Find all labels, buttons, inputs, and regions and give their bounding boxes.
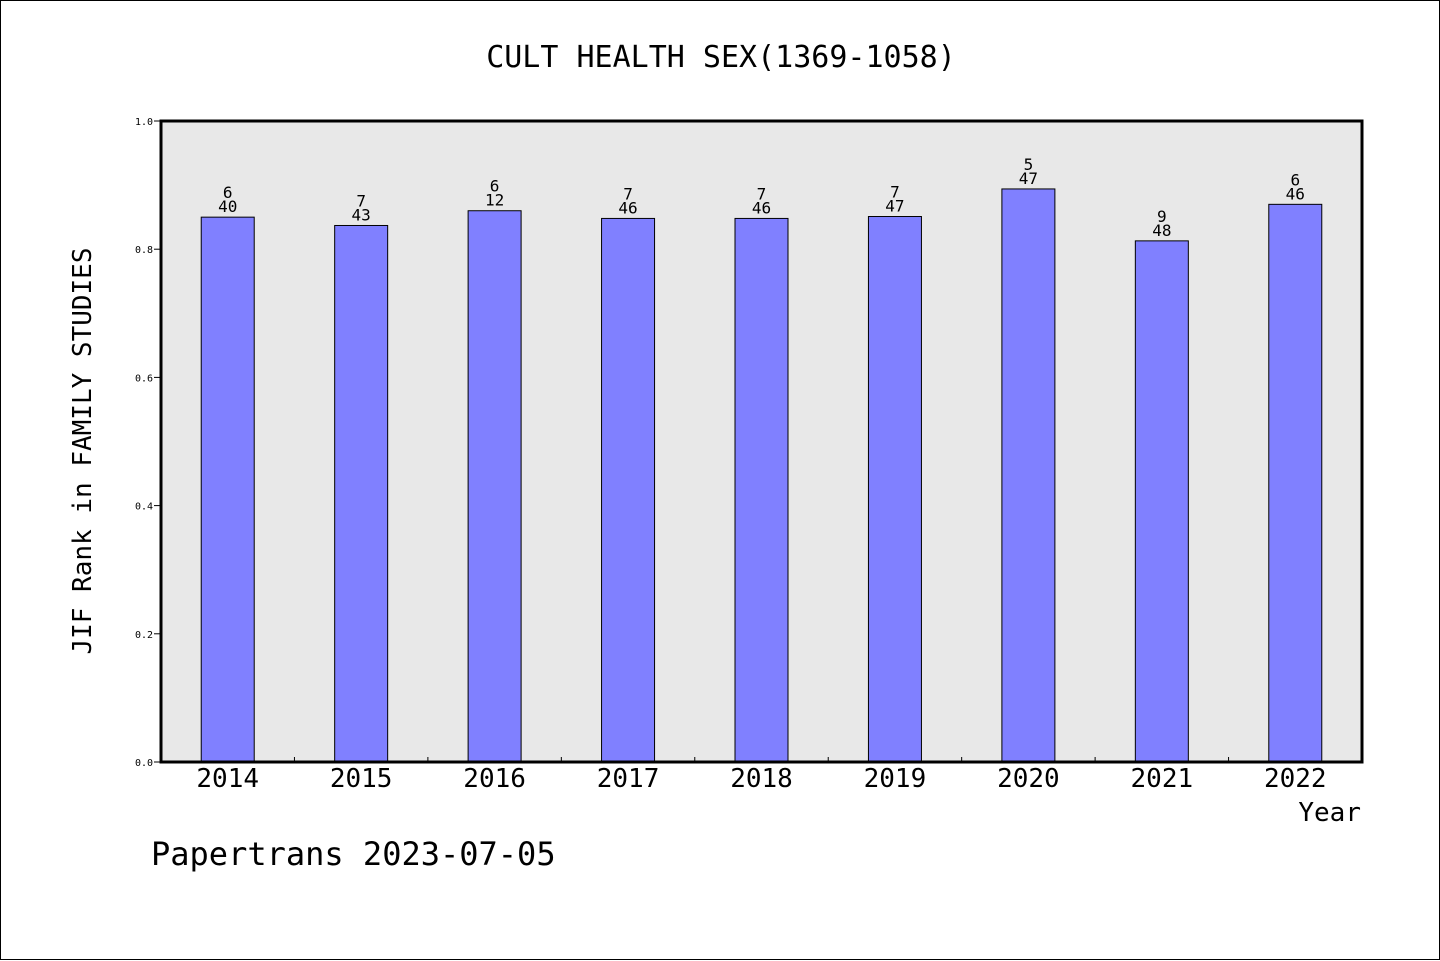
bar-rank-label: 5 [1024, 155, 1034, 174]
bar-2015 [334, 224, 389, 763]
x-tick-label: 2019 [864, 764, 927, 794]
y-tick-label: 0.2 [135, 630, 153, 641]
bar-2016 [467, 210, 522, 763]
bar-total-label: 47 [1019, 169, 1038, 188]
bar-total-label: 46 [618, 198, 637, 217]
bar-total-label: 47 [885, 197, 904, 216]
x-tick-label: 2022 [1264, 764, 1327, 794]
x-tick-label: 2017 [597, 764, 660, 794]
plot-border [159, 119, 1364, 764]
x-tick-label: 2016 [463, 764, 526, 794]
bar-2021 [1134, 240, 1189, 763]
bar-2022 [1268, 203, 1323, 763]
bar-total-label: 12 [485, 191, 504, 210]
y-tick-label: 0.4 [135, 502, 153, 513]
bar-rank-label: 7 [757, 184, 767, 203]
bar-2020 [1001, 188, 1056, 763]
bar-rank-label: 6 [490, 177, 500, 196]
y-axis-title: JIF Rank in FAMILY STUDIES [68, 248, 98, 655]
x-tick-label: 2015 [330, 764, 393, 794]
bar-2019 [867, 216, 922, 763]
chart-title: CULT HEALTH SEX(1369-1058) [486, 40, 956, 75]
bar-rank-label: 9 [1157, 207, 1167, 226]
bar-rank-label: 6 [223, 183, 233, 202]
x-tick-label: 2014 [196, 764, 259, 794]
footer-note: Papertrans 2023-07-05 [151, 835, 556, 873]
bar-rank-label: 7 [356, 191, 366, 210]
bar-2014 [200, 216, 255, 763]
bar-rank-label: 7 [890, 183, 900, 202]
x-tick-label: 2018 [730, 764, 793, 794]
bar-total-label: 46 [752, 198, 771, 217]
y-tick-label: 0.6 [135, 373, 153, 384]
y-tick-label: 0.8 [135, 245, 153, 256]
bar-rank-label: 6 [1290, 170, 1300, 189]
x-axis-title: Year [1298, 798, 1361, 828]
y-axis: 0.0 0.2 0.4 0.6 0.8 1.0 [135, 117, 161, 769]
bar-total-label: 43 [352, 205, 371, 224]
bar-2017 [601, 217, 656, 763]
bar-total-label: 48 [1152, 221, 1171, 240]
x-tick-label: 2021 [1131, 764, 1194, 794]
y-tick-label: 1.0 [135, 117, 153, 128]
bar-2018 [734, 217, 789, 763]
x-axis: 2014 2015 2016 2017 2018 2019 2020 2021 2022 [196, 757, 1327, 794]
bar-total-label: 46 [1286, 184, 1305, 203]
y-tick-label: 0.0 [135, 758, 153, 769]
bar-total-label: 40 [218, 197, 237, 216]
bar-rank-label: 7 [623, 184, 633, 203]
x-tick-label: 2020 [997, 764, 1060, 794]
